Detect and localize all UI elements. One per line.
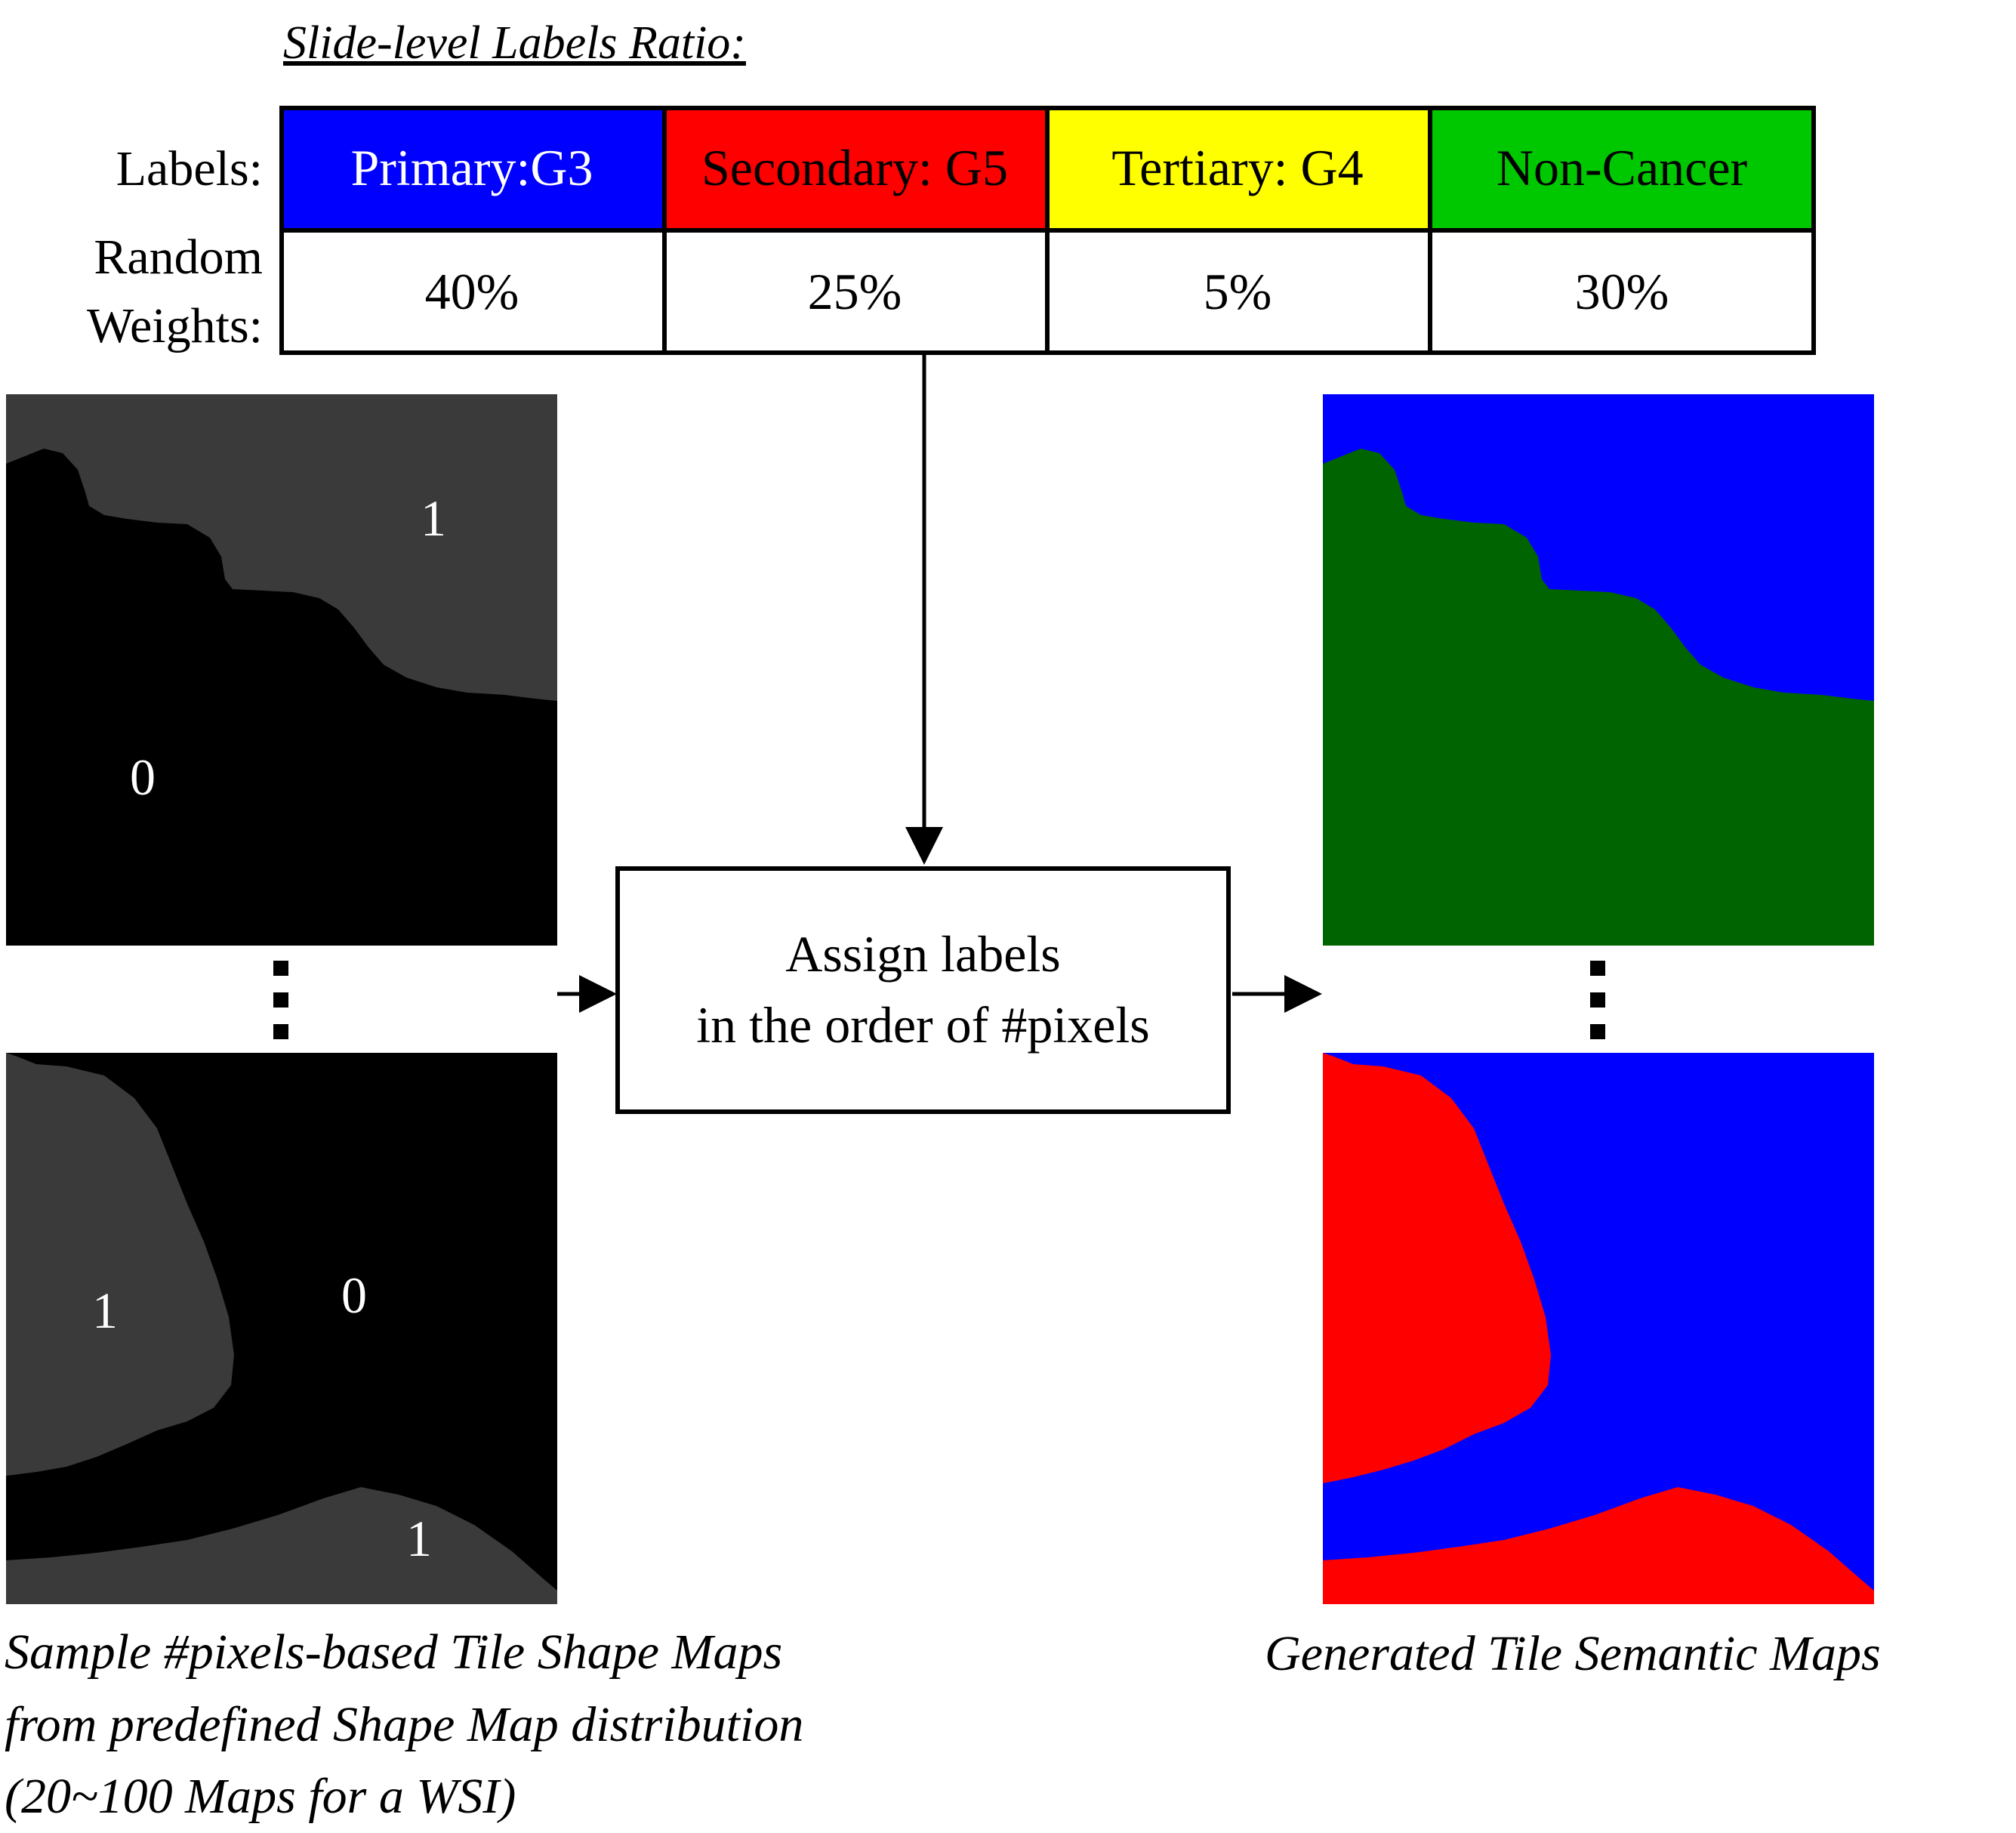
- weight-cell-tertiary: 5%: [1203, 262, 1272, 320]
- weight-cell-primary: 40%: [424, 262, 519, 320]
- shape-map-top-region: [6, 394, 557, 701]
- shape-map-bottom-label-0: 0: [341, 1267, 367, 1324]
- label-cell-primary: Primary:G3: [279, 106, 664, 230]
- labels-row-label: Labels:: [116, 141, 263, 196]
- labels-ratio-table: Primary:G3 Secondary: G5 Tertiary: G4 No…: [279, 106, 1816, 355]
- diagram-title: Slide-level Labels Ratio:: [283, 17, 746, 69]
- shape-map-bottom-label-1-left: 1: [92, 1282, 118, 1339]
- shape-map-top-label-1: 1: [421, 489, 446, 547]
- more-shape-maps-ellipsis: [273, 961, 288, 1056]
- shape-map-bottom-region-left: [6, 1053, 234, 1476]
- shape-map-bottom: [6, 1053, 557, 1604]
- weights-row-label-line1: Random: [94, 230, 263, 285]
- shape-maps-caption-line1: Sample #pixels-based Tile Shape Maps: [5, 1625, 783, 1680]
- label-cell-tertiary: Tertiary: G4: [1045, 106, 1430, 230]
- semantic-maps-caption: Generated Tile Semantic Maps: [1265, 1626, 1881, 1681]
- shape-map-bottom-label-1-right: 1: [406, 1510, 432, 1567]
- weights-row-label: Random Weights:: [87, 223, 263, 360]
- assign-labels-box: Assign labels in the order of #pixels: [615, 866, 1231, 1114]
- semantic-map-top-blue: [1323, 394, 1874, 701]
- label-cell-secondary: Secondary: G5: [662, 106, 1047, 230]
- assign-labels-line2: in the order of #pixels: [696, 996, 1150, 1054]
- weight-cell-non-cancer: 30%: [1574, 262, 1669, 320]
- shape-map-top: [6, 394, 557, 946]
- shape-map-top-label-0: 0: [130, 748, 156, 806]
- shape-maps-caption-line3: (20~100 Maps for a WSI): [5, 1769, 516, 1825]
- assign-labels-line1: Assign labels: [785, 925, 1061, 983]
- semantic-map-top: [1323, 394, 1874, 946]
- semantic-map-bottom-red-left: [1323, 1053, 1551, 1483]
- label-cell-non-cancer: Non-Cancer: [1428, 106, 1816, 230]
- shape-map-bottom-region-bottom: [6, 1487, 557, 1604]
- semantic-map-bottom: [1323, 1053, 1874, 1604]
- shape-maps-caption-line2: from predefined Shape Map distribution: [5, 1696, 804, 1752]
- more-semantic-maps-ellipsis: [1590, 961, 1605, 1056]
- weights-row-label-line2: Weights:: [87, 298, 263, 354]
- shape-maps-caption: Sample #pixels-based Tile Shape Maps fro…: [5, 1616, 803, 1833]
- weight-cell-secondary: 25%: [807, 262, 902, 320]
- semantic-map-bottom-red-bottom: [1323, 1487, 1874, 1604]
